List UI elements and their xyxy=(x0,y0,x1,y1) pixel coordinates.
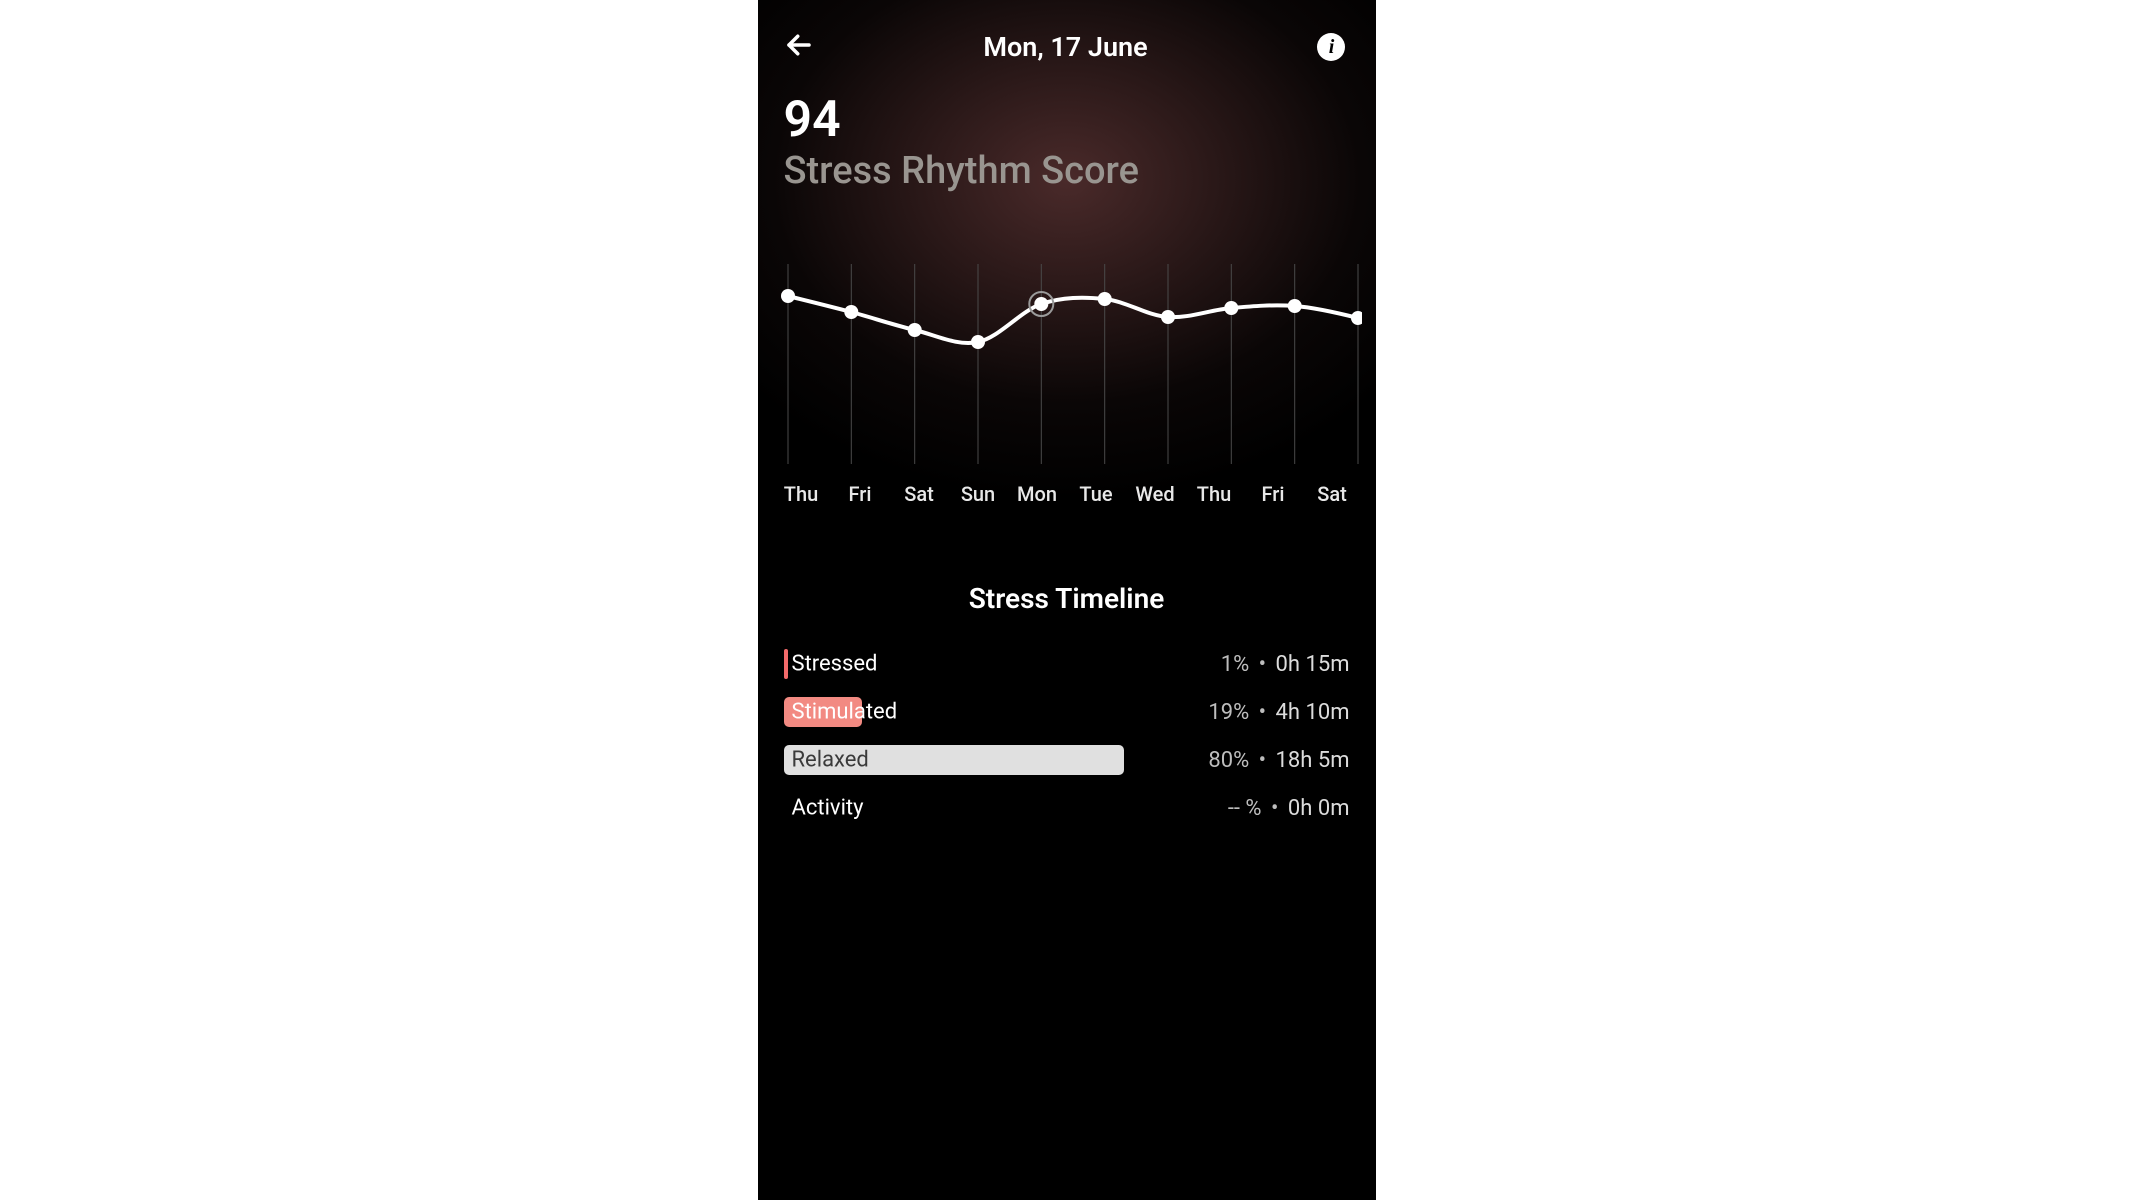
timeline-bar: Relaxed xyxy=(784,745,1124,775)
chart-day-label: Fri xyxy=(1244,482,1303,506)
trend-chart-x-labels: ThuFriSatSunMonTueWedThuFriSat xyxy=(772,482,1362,506)
chart-day-label: Thu xyxy=(772,482,831,506)
timeline-category-label: Activity xyxy=(792,796,864,821)
timeline-row: Relaxed 80% • 18h 5m xyxy=(784,743,1350,777)
timeline-bar: Activity xyxy=(784,793,1124,823)
timeline-category-label: Stimulated xyxy=(792,700,898,725)
timeline-row: Activity -- % • 0h 0m xyxy=(784,791,1350,825)
trend-chart[interactable]: ThuFriSatSunMonTueWedThuFriSat xyxy=(758,264,1376,506)
timeline-value: 80% • 18h 5m xyxy=(1208,748,1349,773)
chart-day-label: Sun xyxy=(949,482,1008,506)
timeline-row: Stimulated 19% • 4h 10m xyxy=(784,695,1350,729)
timeline-category-label: Stressed xyxy=(792,652,878,677)
timeline-bar: Stressed xyxy=(784,649,1124,679)
timeline-value: 19% • 4h 10m xyxy=(1208,700,1349,725)
timeline-value: -- % • 0h 0m xyxy=(1228,796,1350,821)
score-value: 94 xyxy=(784,94,1350,147)
timeline-bar: Stimulated xyxy=(784,697,1124,727)
chart-day-label: Mon xyxy=(1008,482,1067,506)
timeline-title: Stress Timeline xyxy=(758,582,1376,615)
chart-day-label: Sat xyxy=(890,482,949,506)
stress-timeline: Stressed 1% • 0h 15m Stimulated 19% • 4h 10… xyxy=(758,615,1376,825)
timeline-row: Stressed 1% • 0h 15m xyxy=(784,647,1350,681)
score-label: Stress Rhythm Score xyxy=(784,149,1350,195)
timeline-category-label: Relaxed xyxy=(792,748,869,773)
chart-day-label: Wed xyxy=(1126,482,1185,506)
timeline-value: 1% • 0h 15m xyxy=(1221,652,1350,677)
chart-day-label: Tue xyxy=(1067,482,1126,506)
chart-day-label: Fri xyxy=(831,482,890,506)
chart-day-label: Sat xyxy=(1303,482,1362,506)
score-block: 94 Stress Rhythm Score xyxy=(758,64,1376,194)
info-icon[interactable]: i xyxy=(1317,33,1345,61)
trend-chart-svg xyxy=(772,264,1362,464)
header: Mon, 17 June i xyxy=(758,0,1376,64)
chart-day-label: Thu xyxy=(1185,482,1244,506)
page-background: Mon, 17 June i 94 Stress Rhythm Score Th… xyxy=(0,0,2133,1200)
header-date-title: Mon, 17 June xyxy=(983,31,1147,63)
app-screen: Mon, 17 June i 94 Stress Rhythm Score Th… xyxy=(758,0,1376,1200)
back-arrow-icon[interactable] xyxy=(784,30,814,64)
